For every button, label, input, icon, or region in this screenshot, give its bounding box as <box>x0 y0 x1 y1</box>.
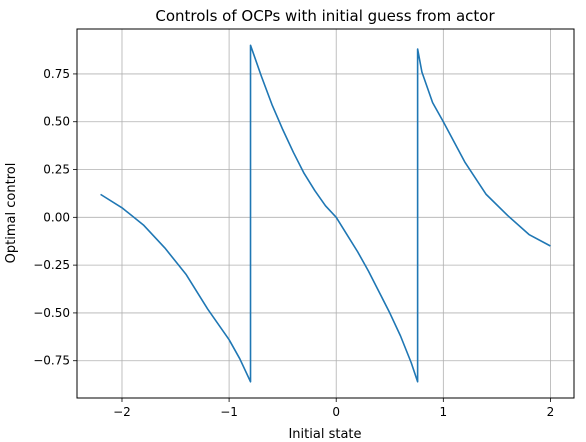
x-tick-label: 1 <box>440 405 448 419</box>
y-axis-ticks: −0.75 −0.50 −0.25 0.00 0.25 0.50 0.75 <box>33 67 77 368</box>
y-tick-label: 0.50 <box>43 115 70 129</box>
series-line <box>100 44 551 383</box>
series-layer <box>100 44 551 383</box>
chart-title: Controls of OCPs with initial guess from… <box>155 7 495 25</box>
plot-frame <box>76 28 575 399</box>
grid <box>77 29 574 398</box>
x-axis-ticks: −2 −1 0 1 2 <box>113 398 554 419</box>
y-tick-label: −0.25 <box>33 258 70 272</box>
y-tick-label: 0.25 <box>43 163 70 177</box>
y-tick-label: 0.75 <box>43 67 70 81</box>
y-tick-label: −0.75 <box>33 354 70 368</box>
y-tick-label: 0.00 <box>43 210 70 224</box>
x-tick-label: −1 <box>220 405 238 419</box>
x-axis-label: Initial state <box>288 427 361 442</box>
y-axis-label: Optimal control <box>4 163 19 264</box>
x-tick-label: −2 <box>113 405 131 419</box>
x-tick-label: 0 <box>332 405 340 419</box>
x-tick-label: 2 <box>547 405 555 419</box>
y-tick-label: −0.50 <box>33 306 70 320</box>
